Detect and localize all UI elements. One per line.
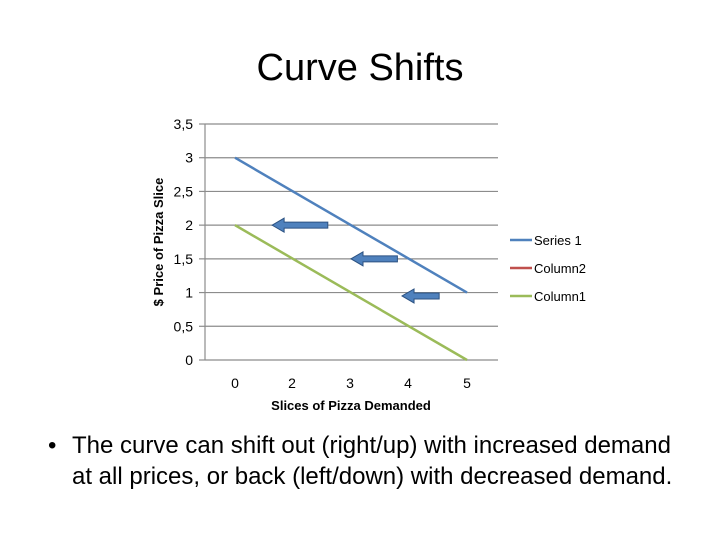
legend-label: Column2 <box>534 261 586 276</box>
x-axis-title: Slices of Pizza Demanded <box>271 398 431 413</box>
y-tick-label: 2 <box>185 217 193 233</box>
shift-arrow <box>401 288 440 304</box>
x-tick-label: 3 <box>346 375 354 391</box>
legend-label: Column1 <box>534 289 586 304</box>
series-line <box>234 224 468 362</box>
y-tick-label: 3,5 <box>174 116 194 132</box>
series-lines <box>234 156 468 362</box>
shift-arrows <box>271 217 440 304</box>
y-tick-label: 3 <box>185 150 193 166</box>
bullet-text: The curve can shift out (right/up) with … <box>72 432 673 490</box>
y-tick-label: 0,5 <box>174 318 194 334</box>
curve-shift-chart: 0 0,5 1 1,5 2 2,5 3 3,5 0 2 3 4 5 Series 1 Column2 Co… <box>151 116 586 413</box>
page-title: Curve Shifts <box>256 47 464 89</box>
shift-arrow <box>271 217 329 234</box>
legend-label: Series 1 <box>534 233 582 248</box>
x-tick-label: 5 <box>463 375 471 391</box>
legend: Series 1 Column2 Column1 <box>510 233 586 304</box>
bullet-point: • The curve can shift out (right/up) wit… <box>48 430 688 492</box>
x-tick-labels: 0 2 3 4 5 <box>231 375 471 391</box>
axes <box>204 124 498 361</box>
y-tick-labels: 0 0,5 1 1,5 2 2,5 3 3,5 <box>174 116 194 368</box>
x-tick-label: 2 <box>288 375 296 391</box>
bullet-marker: • <box>48 432 57 459</box>
y-tick-label: 1 <box>185 285 193 301</box>
shift-arrow <box>350 250 398 267</box>
x-tick-label: 4 <box>404 375 412 391</box>
series-line <box>234 156 468 294</box>
y-tick-label: 1,5 <box>174 251 194 267</box>
y-axis-title: $ Price of Pizza Slice <box>151 178 166 307</box>
y-tick-label: 2,5 <box>174 183 194 199</box>
gridlines <box>199 123 498 361</box>
x-tick-label: 0 <box>231 375 239 391</box>
y-tick-label: 0 <box>185 352 193 368</box>
